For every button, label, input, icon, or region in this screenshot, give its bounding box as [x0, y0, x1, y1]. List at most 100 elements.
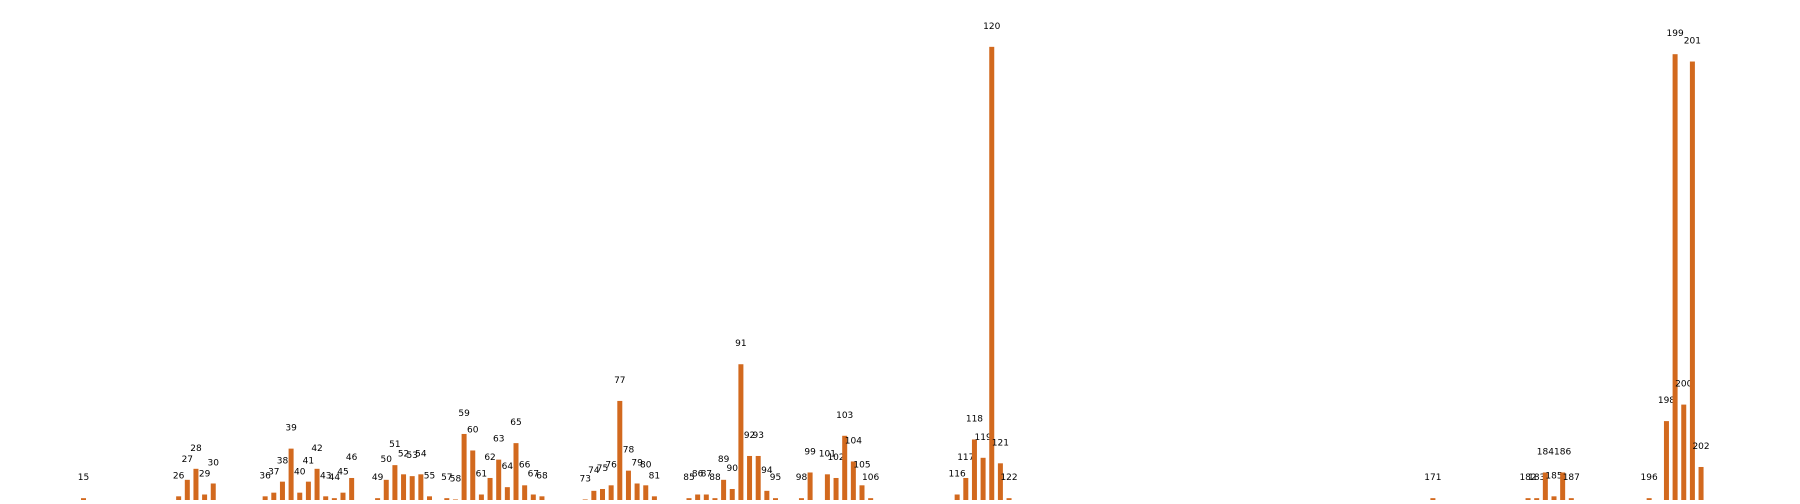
bar-label-95: 95	[770, 473, 781, 483]
bar-label-105: 105	[853, 460, 870, 470]
bar-92	[747, 455, 753, 500]
bar-label-75: 75	[597, 464, 608, 474]
bar-41	[305, 481, 311, 500]
bar-74	[591, 490, 597, 500]
bar-label-46: 46	[346, 453, 358, 463]
bar-116	[954, 494, 960, 500]
bar-label-53: 53	[406, 451, 417, 461]
bar-102	[833, 477, 839, 500]
bar-label-50: 50	[381, 455, 393, 465]
bar-label-78: 78	[623, 446, 635, 456]
bar-label-86: 86	[692, 470, 704, 480]
bar-90	[729, 488, 735, 500]
bar-label-43: 43	[320, 471, 331, 481]
bar-label-79: 79	[631, 458, 643, 468]
bar-85	[686, 498, 692, 500]
bar-76	[608, 485, 614, 500]
bar-label-26: 26	[173, 471, 185, 481]
bar-label-67: 67	[528, 470, 539, 480]
bar-label-15: 15	[78, 473, 89, 483]
bar-label-90: 90	[727, 464, 739, 474]
bar-61	[478, 494, 484, 500]
bar-label-44: 44	[329, 473, 341, 483]
bar-label-36: 36	[259, 471, 271, 481]
bar-label-187: 187	[1563, 473, 1580, 483]
bar-label-68: 68	[536, 471, 548, 481]
bar-label-92: 92	[744, 431, 755, 441]
bar-106	[868, 498, 874, 500]
bar-label-64: 64	[502, 462, 514, 472]
bar-label-55: 55	[424, 471, 435, 481]
bar-68	[539, 496, 545, 500]
bar-27	[184, 479, 190, 500]
bar-label-66: 66	[519, 460, 531, 470]
bar-45	[340, 492, 346, 500]
bar-201	[1689, 61, 1695, 500]
bar-label-182: 182	[1519, 473, 1536, 483]
bar-171	[1430, 498, 1436, 500]
bar-80	[643, 485, 649, 500]
bar-198	[1663, 421, 1669, 500]
bar-label-91: 91	[735, 339, 746, 349]
bar-label-62: 62	[484, 453, 495, 463]
bar-91	[738, 364, 744, 500]
bar-38	[279, 481, 285, 500]
bar-label-76: 76	[605, 460, 617, 470]
bar-186	[1560, 472, 1566, 500]
bar-label-40: 40	[294, 468, 306, 478]
bar-label-94: 94	[761, 466, 773, 476]
bar-37	[271, 492, 277, 500]
bar-93	[755, 455, 761, 500]
bar-103	[842, 435, 848, 500]
bar-label-202: 202	[1692, 442, 1709, 452]
bar-label-117: 117	[957, 453, 974, 463]
bar-66	[522, 485, 528, 500]
bar-50	[383, 479, 389, 500]
bar-184	[1542, 472, 1548, 500]
bar-30	[210, 483, 216, 500]
bar-label-77: 77	[614, 376, 625, 386]
bar-label-98: 98	[796, 473, 808, 483]
bar-65	[513, 443, 519, 500]
bar-77	[617, 400, 623, 500]
bar-label-28: 28	[190, 444, 202, 454]
bar-label-37: 37	[268, 468, 279, 478]
bar-label-198: 198	[1658, 396, 1675, 406]
bar-75	[600, 488, 605, 500]
bar-122	[1006, 498, 1012, 500]
bar-label-80: 80	[640, 460, 652, 470]
bar-label-85: 85	[683, 473, 694, 483]
bar-label-201: 201	[1684, 37, 1701, 47]
bar-43	[323, 496, 329, 500]
bar-105	[859, 485, 865, 500]
bar-label-119: 119	[975, 433, 992, 443]
bar-196	[1646, 498, 1652, 500]
bar-101	[824, 474, 830, 500]
bar-29	[202, 494, 208, 500]
bar-label-88: 88	[709, 473, 721, 483]
bar-label-196: 196	[1641, 473, 1658, 483]
bar-182	[1525, 498, 1531, 500]
bar-label-57: 57	[441, 473, 452, 483]
bar-label-58: 58	[450, 474, 462, 484]
bar-95	[773, 498, 778, 500]
bar-183	[1534, 498, 1540, 500]
bar-label-99: 99	[804, 447, 816, 457]
bar-59	[461, 433, 467, 500]
bar-26	[176, 496, 182, 500]
bar-199	[1672, 54, 1678, 500]
bar-label-185: 185	[1545, 471, 1562, 481]
bar-label-103: 103	[836, 411, 853, 421]
bar-104	[850, 461, 856, 500]
bar-44	[331, 498, 337, 500]
bar-label-183: 183	[1528, 473, 1545, 483]
bar-200	[1681, 404, 1687, 500]
bar-label-54: 54	[415, 449, 427, 459]
bar-79	[634, 483, 640, 500]
bar-label-29: 29	[199, 470, 211, 480]
bar-label-49: 49	[372, 473, 384, 483]
bar-117	[963, 477, 969, 500]
bar-120	[989, 46, 995, 500]
bar-185	[1551, 496, 1557, 500]
